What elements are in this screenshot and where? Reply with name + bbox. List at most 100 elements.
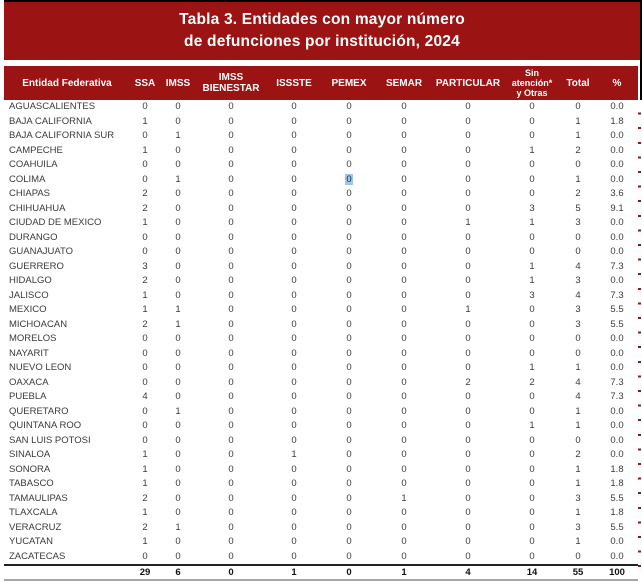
state-name: BAJA CALIFORNIA <box>9 115 92 127</box>
col-header-ssa: SSA <box>130 66 160 100</box>
cell-value: 0 <box>529 492 535 504</box>
cell-value: 0 <box>142 420 148 431</box>
cell-value: 0 <box>228 202 234 214</box>
table-row: SAN LUIS POTOSI 0 0 0 0 0 0 0 0 0 0.0 <box>4 434 638 449</box>
cell-value: 0 <box>346 405 352 417</box>
table-row: NUEVO LEON 0 0 0 0 0 0 0 1 1 0.0 <box>4 361 638 376</box>
col-header-particular: PARTICULAR <box>432 66 504 100</box>
cell-value: 0 <box>291 420 297 431</box>
table-row: SONORA 1 0 0 0 0 0 0 0 1 1.8 <box>4 463 638 478</box>
cell-value: 0 <box>228 521 234 533</box>
cell-value: 0 <box>175 202 181 214</box>
cell-value: 0 <box>142 347 148 359</box>
cell-value: 0 <box>401 362 407 373</box>
cell-value: 5.5 <box>610 492 624 504</box>
cell-value: 7.3 <box>610 289 624 301</box>
selected-cell-value[interactable]: 0 <box>345 173 353 185</box>
table-row: CHIAPAS 2 0 0 0 0 0 0 0 2 3.6 <box>4 187 638 202</box>
state-name: SINALOA <box>9 449 51 460</box>
state-name: CHIAPAS <box>9 188 51 199</box>
totals-value: 100 <box>596 564 638 581</box>
col-header-total: Total <box>560 66 596 100</box>
cell-value: 0 <box>401 405 407 417</box>
frame-right-border <box>640 0 642 100</box>
cell-value: 3 <box>529 289 535 301</box>
cell-value: 0 <box>465 362 471 373</box>
cell-value: 1 <box>142 304 148 315</box>
state-name: JALISCO <box>9 289 49 301</box>
cell-value: 0 <box>291 115 297 127</box>
cell-value: 0 <box>228 231 234 243</box>
cell-value: 0 <box>175 188 181 199</box>
cell-value: 0 <box>401 304 407 315</box>
cell-value: 0 <box>228 159 234 170</box>
cell-value: 1 <box>529 420 535 431</box>
cell-value: 0 <box>346 391 352 402</box>
cell-value: 1 <box>465 217 471 228</box>
cell-value: 0 <box>346 231 352 243</box>
cell-value: 0 <box>142 130 148 141</box>
cell-value: 7.3 <box>610 260 624 272</box>
cell-value: 0 <box>142 246 148 257</box>
cell-value: 0 <box>575 347 581 359</box>
cell-value: 1 <box>175 405 181 417</box>
cell-value: 4 <box>575 260 581 272</box>
cell-value: 0 <box>401 449 407 460</box>
cell-value: 0 <box>401 376 407 388</box>
cell-value: 0 <box>465 492 471 504</box>
cell-value: 0 <box>322 173 376 188</box>
cell-value: 1 <box>529 144 535 156</box>
cell-value: 1 <box>142 536 148 547</box>
state-name: GUERRERO <box>9 260 64 272</box>
cell-value: 1 <box>575 405 581 417</box>
cell-value: 0 <box>529 304 535 315</box>
cell-value: 1 <box>575 173 581 185</box>
cell-value: 0 <box>175 449 181 460</box>
cell-value: 1 <box>142 507 148 518</box>
cell-value: 0 <box>465 478 471 489</box>
cell-value: 0 <box>291 188 297 199</box>
col-header-entidad-federativa: Entidad Federativa <box>4 66 130 100</box>
cell-value: 0 <box>291 217 297 228</box>
cell-value: 0 <box>346 304 352 315</box>
cell-value: 0 <box>291 347 297 359</box>
cell-value: 0 <box>346 246 352 257</box>
cell-value: 0 <box>228 449 234 460</box>
frame-top-border <box>4 0 642 2</box>
cell-value: 0 <box>575 159 581 170</box>
col-header-sin-atencion-y-otras: Sin atención* y Otras <box>504 66 560 100</box>
cell-value: 0 <box>401 289 407 301</box>
cell-value: 1 <box>575 130 581 141</box>
cell-value: 0 <box>346 420 352 431</box>
totals-value: 29 <box>130 564 160 581</box>
cell-value: 0 <box>228 289 234 301</box>
cell-value: 0 <box>346 275 352 286</box>
cell-value: 0 <box>346 260 352 272</box>
cell-value: 3 <box>575 318 581 330</box>
cell-value: 0 <box>401 246 407 257</box>
cell-value: 1 <box>291 449 297 460</box>
cell-value: 1 <box>575 478 581 489</box>
cell-value: 0 <box>291 507 297 518</box>
cell-value: 0 <box>291 521 297 533</box>
state-name: HIDALGO <box>9 275 52 286</box>
cell-value: 3 <box>575 275 581 286</box>
cell-value: 2 <box>142 492 148 504</box>
state-name: MICHOACAN <box>9 318 68 330</box>
cell-value: 0 <box>346 507 352 518</box>
cell-value: 0 <box>346 492 352 504</box>
cell-value: 1 <box>175 173 181 185</box>
cell-value: 0 <box>401 115 407 127</box>
table-row: BAJA CALIFORNIA 1 0 0 0 0 0 0 0 1 1.8 <box>4 115 638 130</box>
cell-value: 5.5 <box>610 521 624 533</box>
cell-value: 0 <box>575 550 581 562</box>
table-body: AGUASCALIENTES 0 0 0 0 0 0 0 0 0 0.0 BAJA CALIFORNI… <box>4 100 638 581</box>
cell-value: 0 <box>175 231 181 243</box>
cell-value: 0 <box>401 391 407 402</box>
cell-value: 2 <box>575 188 581 199</box>
cell-value: 0 <box>575 231 581 243</box>
cell-value: 0 <box>465 231 471 243</box>
cell-value: 1 <box>529 260 535 272</box>
table-row: COAHUILA 0 0 0 0 0 0 0 0 0 0.0 <box>4 158 638 173</box>
totals-value: 4 <box>432 564 504 581</box>
